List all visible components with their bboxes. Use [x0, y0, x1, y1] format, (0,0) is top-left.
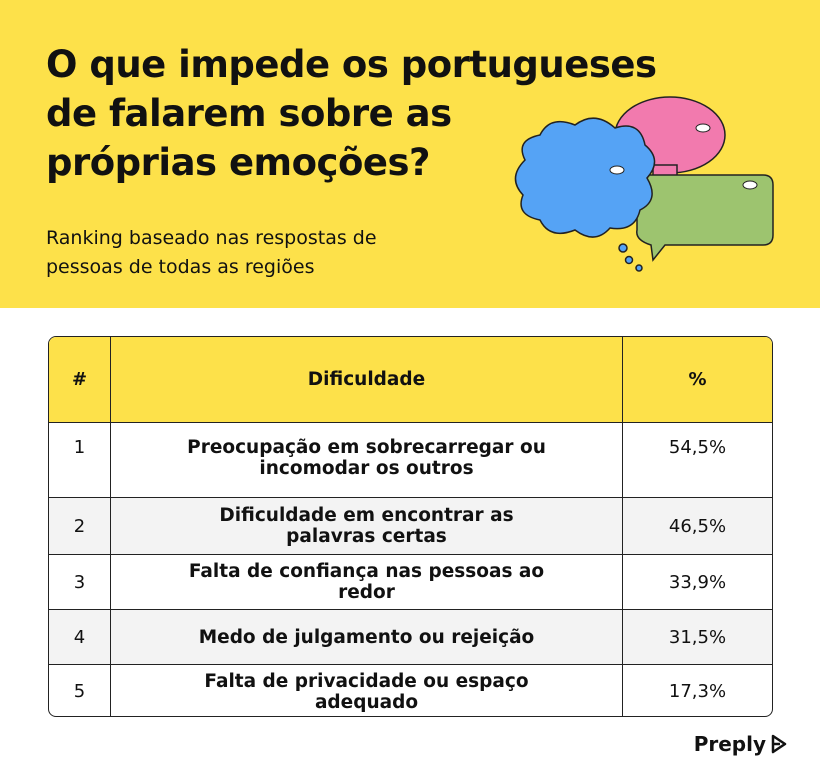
- table-row: 2 Dificuldade em encontrar as palavras ce…: [49, 497, 772, 554]
- table-cell: 33,9%: [623, 555, 772, 609]
- table-row: 3 Falta de confiança nas pessoas ao redor…: [49, 554, 772, 609]
- title-line: O que impede os portugueses: [46, 43, 657, 86]
- cell-text: 31,5%: [668, 626, 727, 648]
- header: O que impede os portugueses de falarem s…: [0, 0, 820, 308]
- subtitle-line: Ranking baseado nas respostas de: [46, 227, 377, 249]
- header-cell: Dificuldade: [111, 337, 623, 422]
- cell-text: 4: [73, 626, 86, 648]
- table-cell: 1: [49, 423, 111, 497]
- table-cell: Falta de confiança nas pessoas ao redor: [111, 555, 623, 609]
- table: # Dificuldade% 1 Preocupação em sobrecarreg…: [48, 336, 773, 717]
- brand: Preply: [694, 732, 788, 756]
- speech-bubbles: [514, 96, 774, 272]
- table-cell: Medo de julgamento ou rejeição: [111, 610, 623, 664]
- table-cell: Dificuldade em encontrar as palavras cer…: [111, 498, 623, 554]
- table-cell: Preocupação em sobrecarregar ou incomoda…: [111, 423, 623, 497]
- cell-text: 2: [73, 515, 86, 537]
- cell-text: 54,5%: [668, 437, 727, 458]
- header-cell: #: [49, 337, 111, 422]
- title: O que impede os portugueses de falarem s…: [46, 40, 657, 187]
- table-cell: 54,5%: [623, 423, 772, 497]
- header-text: %: [688, 369, 707, 390]
- cell-text: 33,9%: [668, 571, 727, 593]
- subtitle: Ranking baseado nas respostas de pessoas…: [46, 224, 377, 282]
- table-cell: 3: [49, 555, 111, 609]
- table-row: 5 Falta de privacidade ou espaço adequado…: [49, 664, 772, 716]
- cell-text: 17,3%: [668, 681, 727, 702]
- cell-text: 1: [73, 437, 86, 458]
- brand-logo: [771, 734, 787, 754]
- cell-text: Falta de confiança nas pessoas ao redor: [188, 561, 545, 603]
- header-text: Dificuldade: [307, 369, 426, 390]
- table-cell: 2: [49, 498, 111, 554]
- subtitle-line: pessoas de todas as regiões: [46, 256, 315, 278]
- cell-text: 5: [73, 681, 86, 702]
- header-cell: %: [623, 337, 772, 422]
- title-line: próprias emoções?: [46, 141, 430, 184]
- table-cell: 17,3%: [623, 665, 772, 716]
- header-text: #: [71, 369, 88, 390]
- cell-text: Preocupação em sobrecarregar ou incomoda…: [187, 437, 546, 479]
- table-cell: Falta de privacidade ou espaço adequado: [111, 665, 623, 716]
- table-cell: 46,5%: [623, 498, 772, 554]
- brand-name: Preply: [693, 732, 766, 756]
- table-cell: 4: [49, 610, 111, 664]
- cell-text: 3: [73, 571, 86, 593]
- table-row: 4 Medo de julgamento ou rejeição 31,5%: [49, 609, 772, 664]
- cell-text: Falta de privacidade ou espaço adequado: [204, 670, 529, 713]
- table-row: 1 Preocupação em sobrecarregar ou incomod…: [49, 422, 772, 497]
- title-line: de falarem sobre as: [46, 92, 452, 135]
- cell-text: Medo de julgamento ou rejeição: [198, 626, 535, 648]
- table-cell: 5: [49, 665, 111, 716]
- cell-text: 46,5%: [668, 515, 727, 537]
- table-cell: 31,5%: [623, 610, 772, 664]
- cell-text: Dificuldade em encontrar as palavras cer…: [219, 505, 514, 547]
- header-row: # Dificuldade%: [49, 337, 772, 422]
